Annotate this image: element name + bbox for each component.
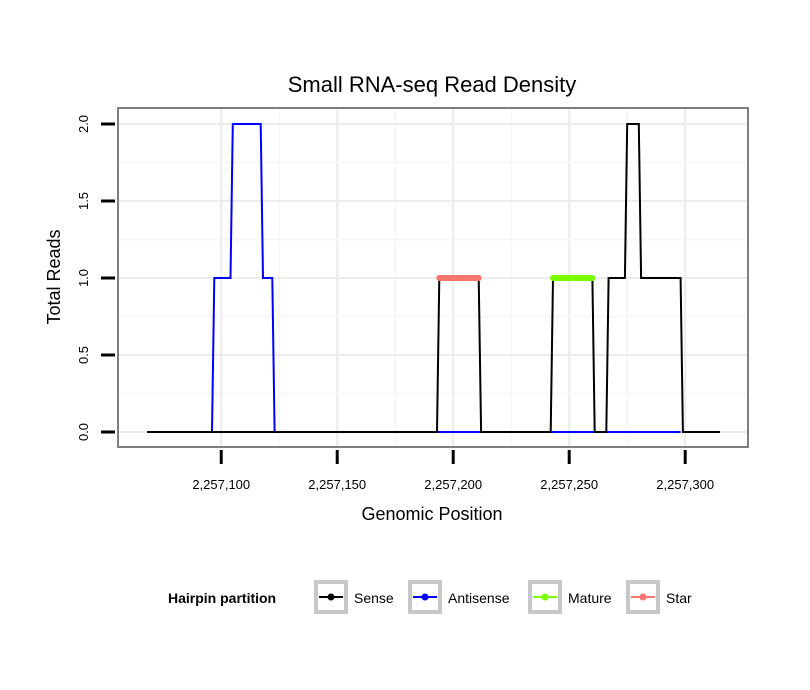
- chart-title: Small RNA-seq Read Density: [288, 72, 577, 97]
- x-tick-label: 2,257,300: [656, 477, 714, 492]
- y-tick-label: 0.0: [76, 423, 91, 441]
- legend-label-star: Star: [666, 590, 692, 606]
- y-tick-label: 1.0: [76, 269, 91, 287]
- plot-panel: [117, 107, 749, 448]
- x-axis-title: Genomic Position: [361, 504, 502, 524]
- y-tick-label: 1.5: [76, 192, 91, 210]
- legend-label-antisense: Antisense: [448, 590, 510, 606]
- y-axis-title: Total Reads: [44, 229, 64, 324]
- legend-label-mature: Mature: [568, 590, 612, 606]
- y-tick-label: 2.0: [76, 115, 91, 133]
- legend-key-point: [541, 593, 549, 601]
- series-line-sense: [147, 123, 720, 433]
- series-line-antisense: [147, 123, 681, 433]
- legend-label-sense: Sense: [354, 590, 394, 606]
- legend-key-point: [327, 593, 335, 601]
- x-tick-label: 2,257,150: [308, 477, 366, 492]
- x-tick-label: 2,257,100: [192, 477, 250, 492]
- legend-title: Hairpin partition: [168, 590, 276, 606]
- legend-key-point: [421, 593, 429, 601]
- legend-key-point: [639, 593, 647, 601]
- x-tick-label: 2,257,200: [424, 477, 482, 492]
- series-lines: [147, 123, 720, 433]
- legend: Hairpin partition Sense Antisense Mature St…: [168, 580, 692, 614]
- x-tick-label: 2,257,250: [540, 477, 598, 492]
- y-tick-label: 0.5: [76, 346, 91, 364]
- axes: 2,257,100 2,257,150 2,257,200 2,257,250 2,25…: [76, 115, 714, 492]
